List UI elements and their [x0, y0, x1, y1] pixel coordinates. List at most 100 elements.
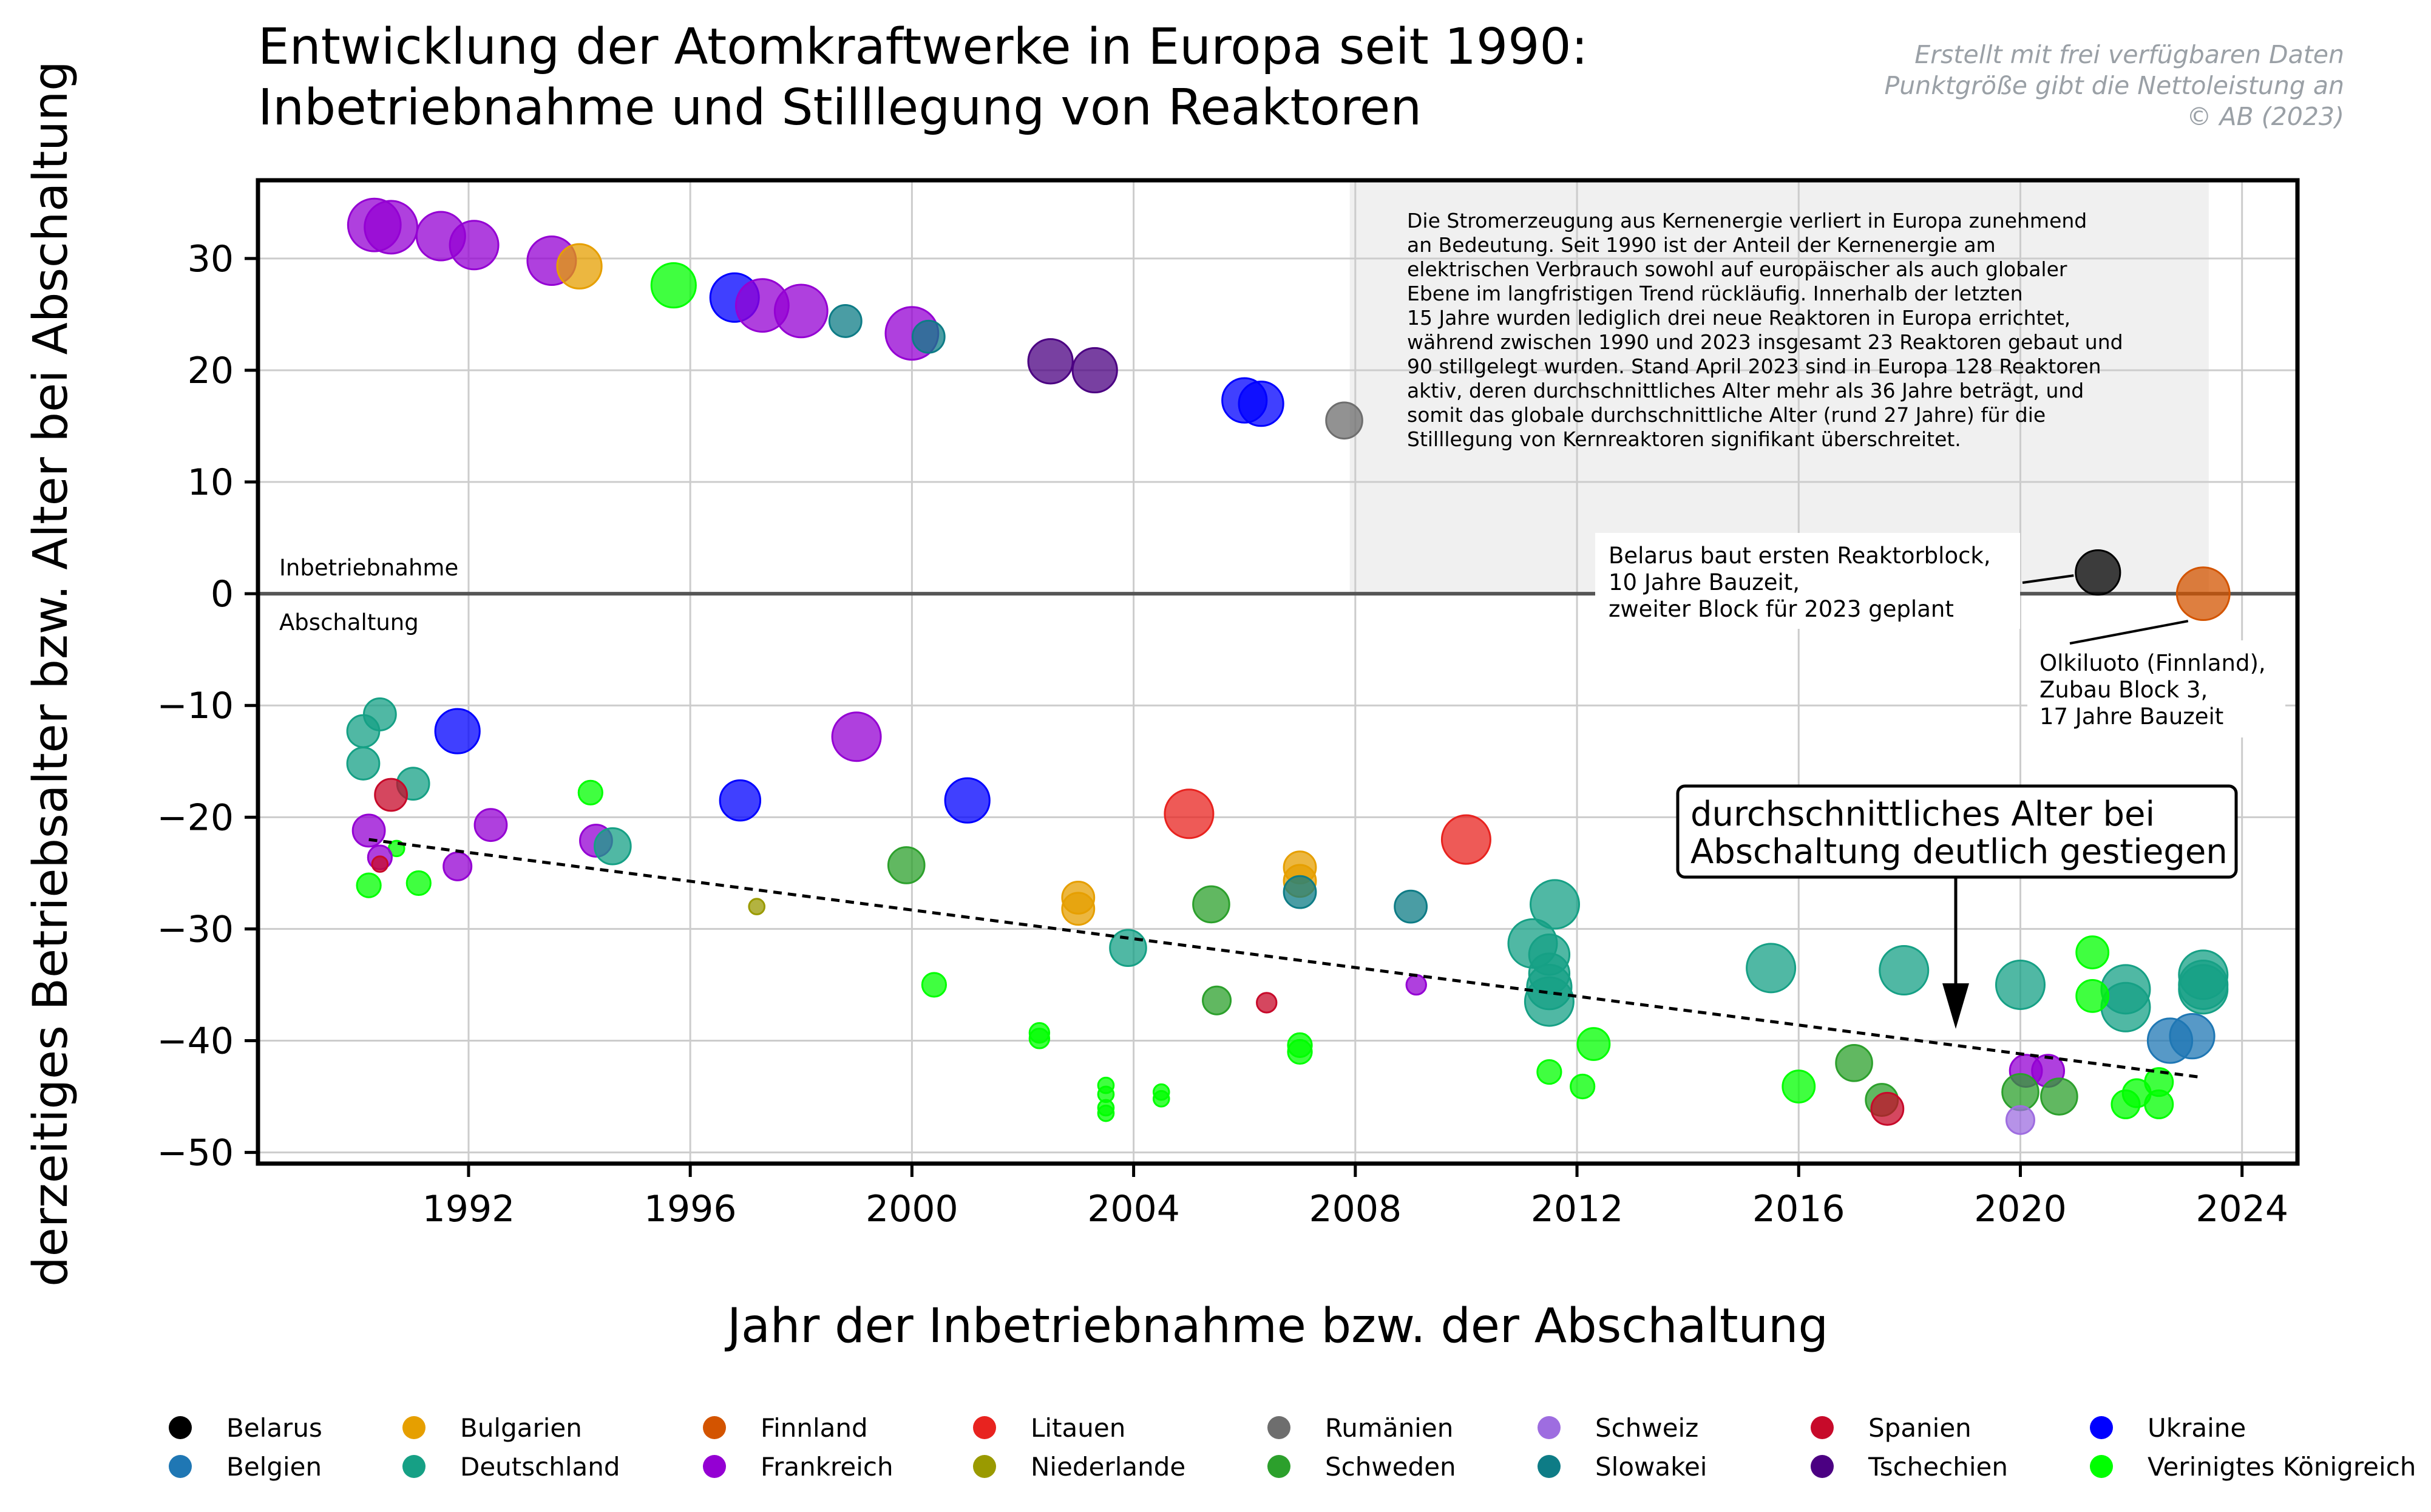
- chart-title: Entwicklung der Atomkraftwerke in Europa…: [258, 18, 1588, 137]
- data-point: [405, 870, 432, 897]
- data-point: [1071, 347, 1118, 394]
- data-point: [911, 319, 946, 354]
- annotation-line: Belarus baut ersten Reaktorblock,: [1609, 543, 1991, 569]
- info-text-line: somit das globale durchschnittliche Alte…: [1407, 403, 2046, 427]
- data-point: [2169, 1013, 2216, 1060]
- note-line-2: Punktgröße gibt die Nettoleistung an: [1885, 71, 2345, 100]
- legend-label: Litauen: [1031, 1413, 1125, 1443]
- data-point: [2075, 935, 2110, 969]
- data-point: [1536, 1059, 1562, 1085]
- data-point: [1394, 889, 1428, 924]
- data-point: [2075, 978, 2110, 1013]
- legend-label: Niederlande: [1031, 1452, 1185, 1482]
- x-tick-label: 2016: [1752, 1188, 1845, 1230]
- data-point: [1835, 1044, 1873, 1082]
- x-tick-label: 2020: [1974, 1188, 2067, 1230]
- data-point: [346, 714, 381, 748]
- data-point: [2144, 1067, 2174, 1097]
- annotation-connector: [2022, 574, 2074, 584]
- legend-label: Slowakei: [1595, 1452, 1707, 1482]
- legend-label: Tschechien: [1868, 1452, 2008, 1482]
- data-point: [2175, 566, 2231, 622]
- data-point: [1287, 1039, 1313, 1065]
- data-point: [1870, 1091, 1905, 1126]
- info-text-line: während zwischen 1990 und 2023 insgesamt…: [1407, 330, 2123, 354]
- data-point: [2001, 1073, 2039, 1111]
- data-point: [2075, 549, 2121, 596]
- annotation-line: 10 Jahre Bauzeit,: [1609, 569, 1800, 595]
- annotation-line: Abschaltung deutlich gestiegen: [1690, 832, 2228, 872]
- data-point: [1440, 814, 1491, 865]
- x-tick-label: 1992: [422, 1188, 515, 1230]
- legend-marker: [1811, 1416, 1834, 1439]
- data-point: [2005, 1105, 2035, 1135]
- legend-marker: [1267, 1455, 1290, 1478]
- y-tick-label: −10: [157, 685, 234, 727]
- annotation-trend: durchschnittliches Alter beiAbschaltung …: [1676, 784, 2238, 1029]
- data-point: [371, 855, 389, 873]
- legend-label: Rumänien: [1325, 1413, 1453, 1443]
- data-points: [346, 197, 2231, 1135]
- data-point: [449, 220, 500, 271]
- legend-label: Schweiz: [1595, 1413, 1698, 1443]
- x-tick-label: 2000: [866, 1188, 958, 1230]
- info-text-line: Die Stromerzeugung aus Kernenergie verli…: [1407, 209, 2087, 232]
- x-tick-label: 2008: [1309, 1188, 1402, 1230]
- data-point: [1256, 992, 1278, 1014]
- data-point: [887, 846, 926, 884]
- data-point: [346, 747, 381, 781]
- legend-marker: [703, 1455, 726, 1478]
- info-text-block: Die Stromerzeugung aus Kernenergie verli…: [1407, 209, 2123, 451]
- data-point: [374, 778, 409, 812]
- legend-marker: [169, 1455, 192, 1478]
- legend-marker: [973, 1416, 996, 1439]
- annotation-belarus: Belarus baut ersten Reaktorblock,10 Jahr…: [1595, 533, 2074, 629]
- data-point: [921, 972, 948, 998]
- data-point: [1283, 875, 1317, 909]
- data-point: [1995, 959, 2046, 1010]
- data-point: [1879, 945, 1930, 996]
- legend-label: Belgien: [226, 1452, 322, 1482]
- data-point: [364, 200, 419, 255]
- plot-frame: [256, 178, 2300, 1166]
- legend-label: Schweden: [1325, 1452, 1456, 1482]
- legend-marker: [1538, 1416, 1561, 1439]
- legend-label: Ukraine: [2148, 1413, 2246, 1443]
- x-tick-label: 1996: [644, 1188, 737, 1230]
- info-text-line: 15 Jahre wurden lediglich drei neue Reak…: [1407, 306, 2070, 330]
- data-point: [773, 283, 829, 339]
- info-text-line: elektrischen Verbrauch sowohl auf europä…: [1407, 257, 2067, 281]
- note-line-1: Erstellt mit frei verfügbaren Daten: [1914, 40, 2344, 69]
- data-point: [351, 813, 386, 848]
- legend-marker: [1267, 1416, 1290, 1439]
- data-point: [1061, 892, 1096, 926]
- annotation-line: 17 Jahre Bauzeit: [2039, 703, 2223, 730]
- note-line-3: © AB (2023): [2186, 102, 2344, 131]
- annotation-line: Olkiluoto (Finnland),: [2039, 650, 2266, 676]
- y-tick-label: −30: [157, 908, 234, 951]
- legend-marker: [1538, 1455, 1561, 1478]
- legend-marker: [402, 1416, 426, 1439]
- annotation-connector: [2069, 620, 2189, 645]
- data-point: [2040, 1077, 2078, 1116]
- shaded-region: [1349, 180, 2209, 594]
- data-point: [650, 262, 697, 309]
- legend-label: Spanien: [1868, 1413, 1972, 1443]
- zero-label-abschaltung: Abschaltung: [279, 609, 419, 636]
- title-line-2: Inbetriebnahme und Stilllegung von Reakt…: [258, 79, 1422, 137]
- y-tick-label: −20: [157, 796, 234, 839]
- y-tick-label: 30: [188, 238, 234, 280]
- annotation-box: [1595, 533, 2020, 629]
- annotation-olkiluoto: Olkiluoto (Finnland),Zubau Block 3,17 Ja…: [2027, 620, 2285, 737]
- data-point: [1097, 1104, 1115, 1122]
- title-line-1: Entwicklung der Atomkraftwerke in Europa…: [258, 18, 1588, 76]
- data-point: [594, 827, 632, 866]
- data-point: [1405, 974, 1427, 996]
- info-text-line: Stilllegung von Kernreaktoren signifikan…: [1407, 427, 1961, 451]
- y-tick-label: 20: [188, 350, 234, 392]
- data-point: [1325, 401, 1363, 440]
- data-point: [2178, 964, 2229, 1015]
- data-point: [1782, 1070, 1816, 1103]
- data-point: [1164, 788, 1215, 839]
